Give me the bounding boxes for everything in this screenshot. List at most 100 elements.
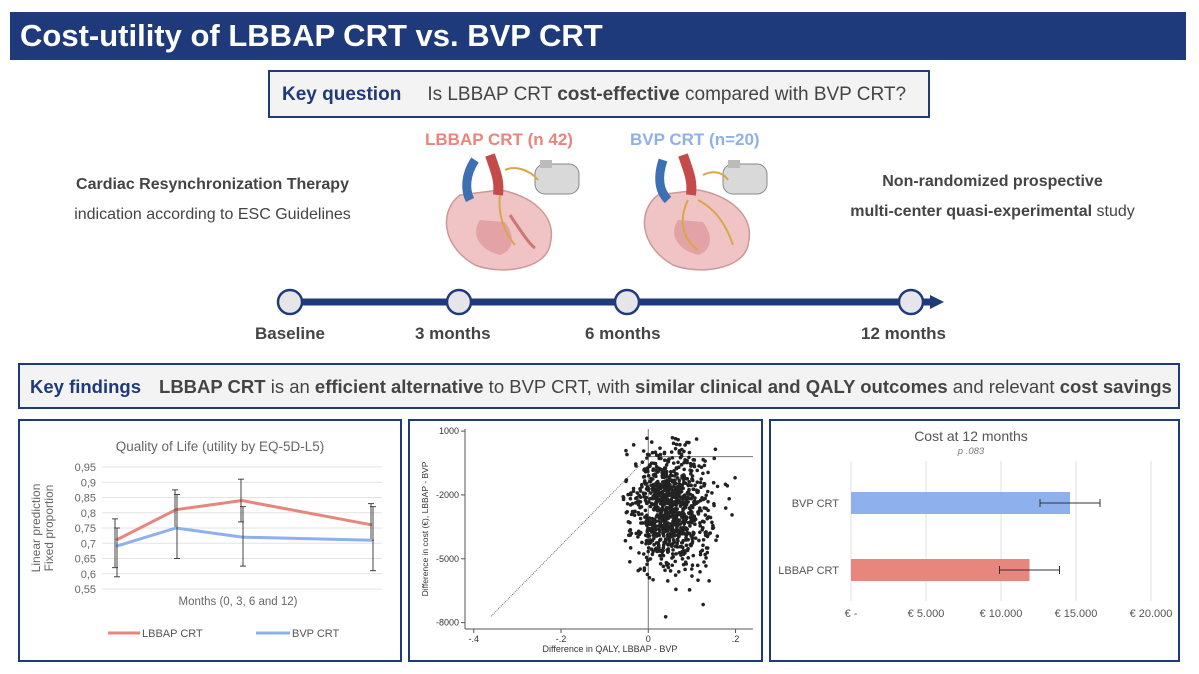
scatter-point — [676, 518, 681, 522]
scatter-point — [652, 536, 656, 541]
scatter-point — [651, 468, 655, 473]
scatter-point — [693, 522, 697, 527]
scatter-point — [679, 462, 684, 467]
scatter-point — [677, 569, 681, 574]
scatter-point — [690, 477, 695, 482]
scatter-point — [627, 533, 631, 538]
scatter-point — [666, 458, 670, 463]
scatter-point — [714, 538, 718, 543]
scatter-point — [685, 477, 690, 481]
scatter-point — [628, 503, 633, 507]
scatter-point — [648, 479, 652, 484]
scatter-point — [682, 480, 686, 484]
scatter-point — [648, 491, 653, 495]
scatter-point — [656, 541, 661, 545]
scatter-point — [671, 537, 676, 542]
key-question-box: Key question Is LBBAP CRT cost-effective … — [268, 70, 930, 118]
scatter-point — [670, 435, 675, 440]
scatter-point — [673, 533, 677, 538]
scatter-point — [663, 537, 668, 541]
scatter-point — [678, 529, 682, 534]
scatter-point — [651, 507, 656, 512]
scatter-point — [676, 437, 680, 442]
scatter-point — [674, 442, 679, 447]
scatter-point — [712, 456, 717, 461]
scatter-point — [671, 548, 675, 552]
cost-category-label: LBBAP CRT — [778, 565, 839, 577]
timeline-label-6m: 6 months — [585, 324, 661, 343]
scatter-point — [666, 481, 670, 486]
scatter-point — [690, 539, 695, 544]
scatter-point — [664, 469, 669, 474]
scatter-point — [661, 545, 666, 550]
scatter-point — [685, 440, 689, 445]
scatter-point — [654, 481, 659, 485]
scatter-point — [652, 525, 656, 530]
scatter-point — [689, 567, 694, 571]
scatter-point — [624, 479, 628, 484]
scatter-point — [669, 534, 674, 539]
study-design-title: Non-randomized prospective — [882, 173, 1103, 190]
cost-chart-panel: Cost at 12 months p .083 € - € 5.000 € 10.00… — [769, 419, 1180, 662]
qol-ylabel-2: Fixed proportion — [42, 485, 56, 572]
study-design-subtitle: multi-center quasi-experimental study — [850, 203, 1135, 221]
qol-ytick-label: 0,9 — [81, 477, 96, 489]
scatter-point — [674, 498, 679, 503]
scatter-point — [664, 517, 668, 522]
scatter-point — [698, 524, 703, 528]
scatter-point — [706, 499, 710, 504]
scatter-point — [650, 487, 655, 492]
scatter-point — [690, 518, 695, 522]
scatter-point — [683, 551, 687, 555]
scatter-point — [643, 515, 647, 519]
scatter-point — [629, 492, 633, 497]
scatter-point — [631, 443, 636, 447]
scatter-point — [707, 532, 711, 536]
scatter-point — [657, 498, 662, 503]
scatter-point — [690, 574, 694, 578]
scatter-point — [684, 500, 689, 504]
scatter-point — [645, 562, 649, 567]
scatter-point — [672, 474, 677, 478]
scatter-point — [658, 562, 663, 566]
scatter-point — [693, 483, 697, 488]
scatter-point — [633, 501, 638, 505]
scatter-point — [647, 453, 651, 457]
scatter-point — [643, 491, 648, 496]
qol-chart: Quality of Life (utility by EQ-5D-L5) 0,9… — [29, 439, 382, 640]
scatter-point — [667, 493, 671, 498]
scatter-ytick-label: -2000 — [436, 490, 459, 500]
scatter-point — [665, 532, 670, 537]
scatter-point — [641, 449, 646, 453]
scatter-point — [690, 474, 695, 478]
scatter-point — [703, 459, 707, 463]
scatter-point — [682, 521, 687, 526]
scatter-point — [698, 552, 703, 557]
scatter-point — [666, 547, 671, 551]
cost-chart-title: Cost at 12 months — [914, 428, 1028, 444]
scatter-point — [715, 534, 720, 538]
scatter-point — [628, 496, 633, 501]
scatter-point — [655, 546, 660, 551]
qol-legend-label-lbbap: LBBAP CRT — [142, 628, 203, 640]
cost-bar-bvp — [851, 492, 1070, 514]
scatter-point — [683, 443, 687, 447]
scatter-point — [662, 513, 667, 518]
scatter-point — [663, 614, 668, 619]
scatter-point — [650, 450, 655, 455]
scatter-xtick-label: -.2 — [556, 634, 567, 644]
scatter-point — [704, 546, 709, 550]
scatter-point — [671, 461, 676, 465]
scatter-point — [658, 501, 663, 506]
scatter-point — [699, 477, 704, 481]
scatter-point — [667, 475, 672, 479]
scatter-point — [680, 557, 685, 561]
scatter-point — [691, 553, 696, 558]
scatter-point — [632, 513, 637, 518]
scatter-point — [640, 484, 644, 489]
scatter-point — [702, 520, 706, 524]
scatter-point — [681, 494, 685, 499]
key-findings-text: LBBAP CRT is an efficient alternative to… — [159, 376, 1172, 397]
scatter-ytick-label: -8000 — [436, 618, 459, 628]
scatter-point — [723, 482, 728, 487]
